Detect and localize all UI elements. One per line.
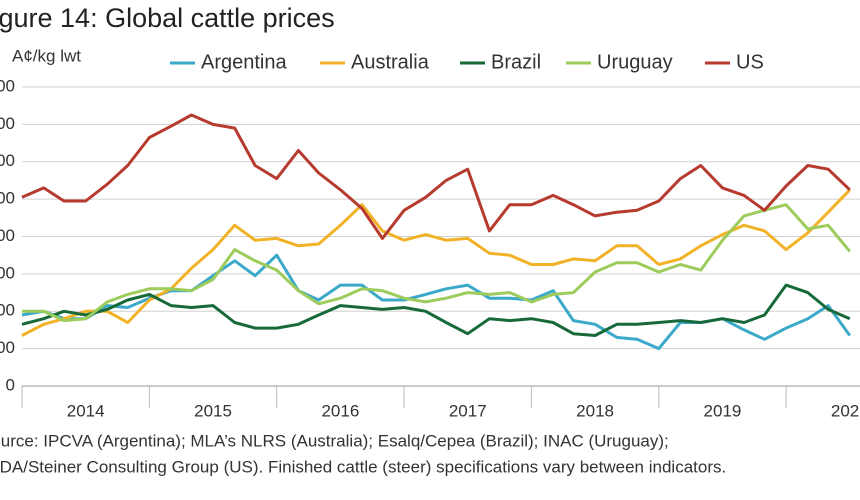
x-tick-label: 2014 bbox=[67, 401, 105, 420]
x-tick-label: 2016 bbox=[321, 401, 359, 420]
source-note: USDA/Steiner Consulting Group (US). Fini… bbox=[0, 457, 726, 476]
series-line bbox=[21, 283, 851, 337]
y-tick-label: 400 bbox=[0, 226, 15, 245]
x-tick-label: 2018 bbox=[576, 401, 614, 420]
legend-label: Argentina bbox=[201, 51, 287, 73]
y-tick-label: 300 bbox=[0, 263, 15, 282]
y-tick-label: 200 bbox=[0, 301, 15, 320]
y-tick-label: 700 bbox=[0, 114, 15, 133]
x-tick-label: 2015 bbox=[194, 401, 232, 420]
chart-title: Figure 14: Global cattle prices bbox=[0, 3, 335, 33]
y-axis-label: A¢/kg lwt bbox=[12, 46, 81, 65]
series-line bbox=[21, 188, 851, 337]
series-line bbox=[22, 203, 851, 323]
y-tick-label: 600 bbox=[0, 151, 15, 170]
y-tick-label: 0 bbox=[6, 375, 15, 394]
x-tick-label: 2020 bbox=[831, 401, 860, 420]
legend-label: US bbox=[736, 51, 764, 73]
legend-label: Australia bbox=[351, 51, 430, 73]
x-tick-label: 2017 bbox=[449, 401, 487, 420]
x-tick-label: 2019 bbox=[704, 401, 742, 420]
y-tick-label: 800 bbox=[0, 76, 15, 95]
y-tick-label: 500 bbox=[0, 189, 15, 208]
source-note: Source: IPCVA (Argentina); MLA’s NLRS (A… bbox=[0, 431, 669, 450]
legend-label: Uruguay bbox=[597, 51, 673, 73]
series-line bbox=[21, 113, 851, 240]
y-tick-label: 100 bbox=[0, 338, 15, 357]
legend-label: Brazil bbox=[491, 51, 541, 73]
